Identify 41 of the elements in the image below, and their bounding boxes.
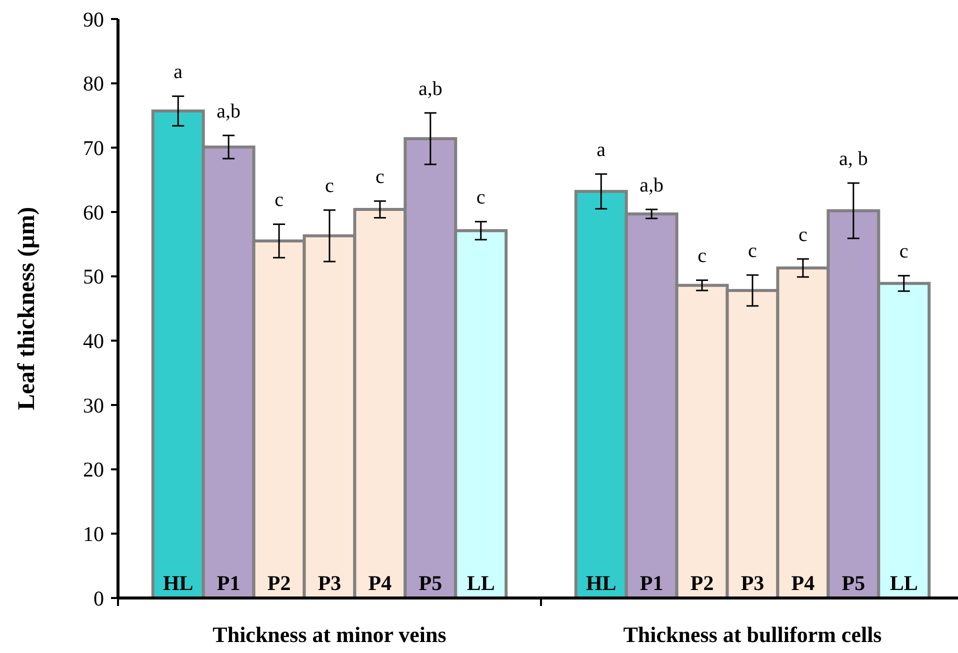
series-label: P5 [418, 571, 442, 595]
y-axis-title: Leaf thickness (µm) [14, 206, 40, 410]
series-label: P2 [267, 571, 291, 595]
x-tick-label: Thickness at minor veins [212, 622, 447, 647]
annotation: c [798, 224, 808, 246]
text: HL [586, 571, 616, 595]
annotation: a [596, 139, 606, 162]
annotation: c [376, 166, 385, 188]
annotation: c [274, 189, 284, 212]
annotation: a [174, 61, 183, 84]
series-label: P3 [318, 571, 342, 595]
text: P2 [690, 571, 714, 595]
y-tick-label: 40 [83, 329, 104, 354]
annotation: a,b [418, 78, 442, 100]
annotation: c [476, 186, 486, 209]
text: P1 [640, 571, 664, 595]
y-tick-label: 90 [83, 7, 104, 32]
annotation: c [748, 240, 758, 262]
series-label: P4 [368, 571, 392, 595]
y-tick-label: 10 [83, 522, 104, 546]
y-tick-label: 20 [83, 458, 104, 482]
series-label: P1 [216, 571, 240, 595]
series-label: LL [466, 571, 495, 595]
y-tick-label: 70 [83, 136, 104, 160]
y-tick-label: 50 [83, 264, 104, 289]
y-tick-label: 30 [83, 393, 104, 418]
text: P5 [842, 571, 866, 595]
text: P4 [791, 571, 815, 595]
annotation: c [325, 175, 334, 198]
annotation: c [698, 245, 707, 268]
annotation: c [899, 240, 908, 263]
annotation: a, b [838, 148, 868, 170]
text: P3 [740, 571, 764, 595]
series-label: HL [162, 571, 194, 595]
annotation: a,b [216, 100, 241, 122]
y-tick-label: 0 [94, 586, 104, 610]
annotation: a,b [640, 174, 664, 196]
x-tick-label: Thickness at bulliform cells [623, 622, 882, 647]
text: LL [890, 571, 918, 595]
y-tick-label: 60 [83, 200, 104, 224]
y-tick-label: 80 [83, 72, 104, 96]
